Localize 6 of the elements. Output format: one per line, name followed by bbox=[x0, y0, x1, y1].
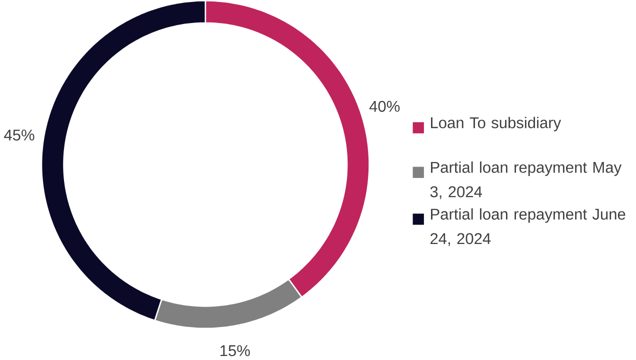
data-label: 40% bbox=[369, 100, 400, 112]
legend-label: Partial loan repayment May 3, 2024 bbox=[430, 162, 622, 200]
legend-label: Loan To subsidiary bbox=[431, 116, 562, 132]
legend-label: Partial loan repayment June 24, 2024 bbox=[430, 208, 626, 246]
data-label: 45% bbox=[4, 130, 34, 141]
data-label: 15% bbox=[220, 345, 250, 356]
